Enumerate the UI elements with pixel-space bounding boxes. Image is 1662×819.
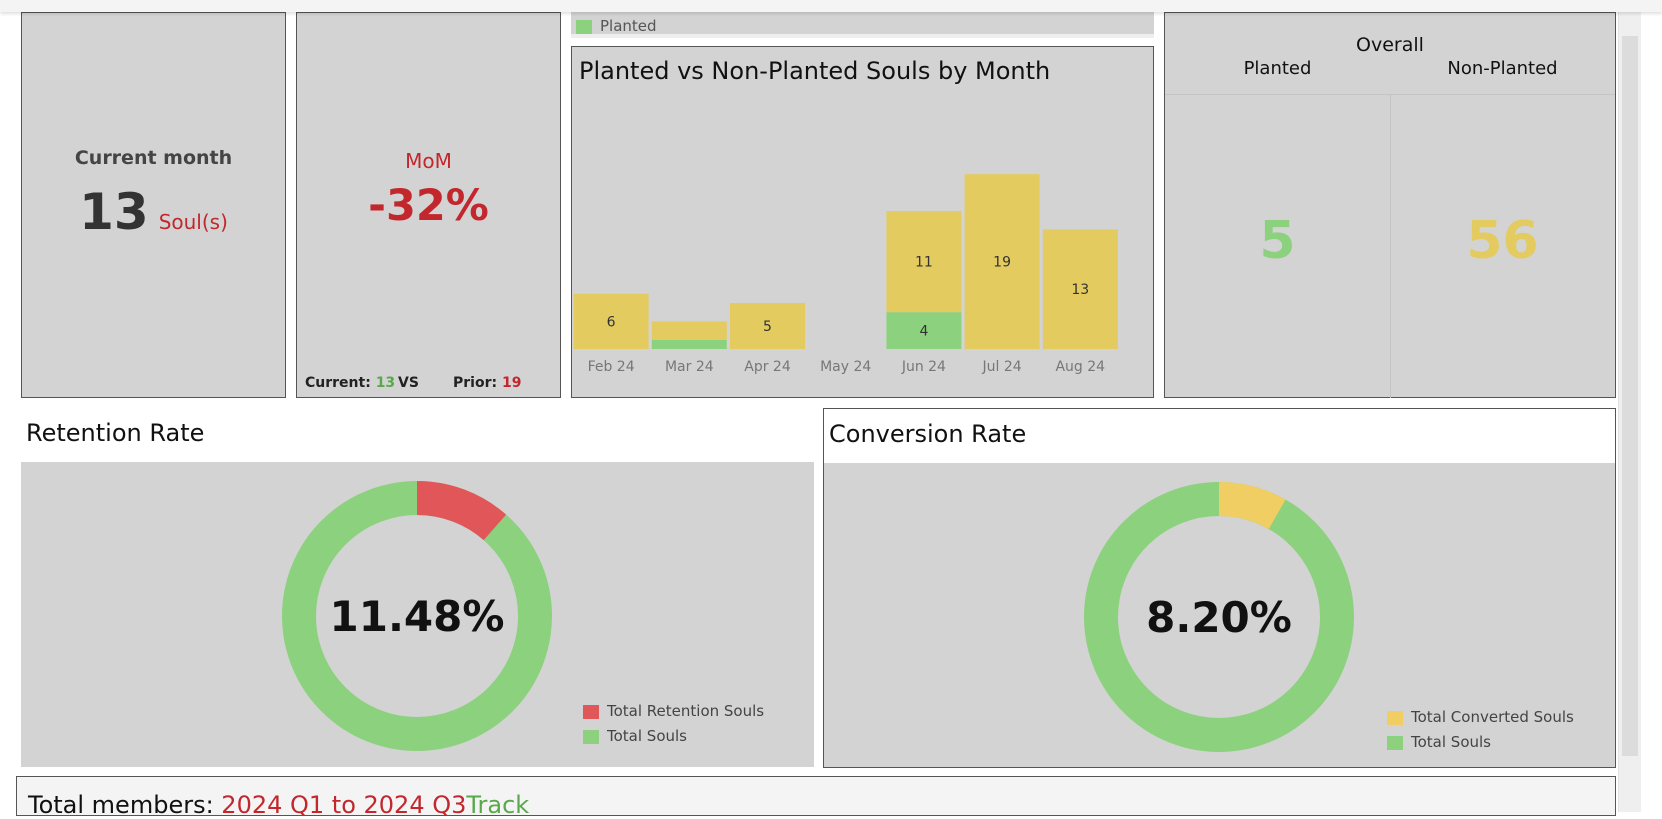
x-tick-label: Mar 24 <box>665 359 714 375</box>
scrollbar-thumb[interactable] <box>1622 36 1638 756</box>
bar-chart-legend: Planted <box>571 12 1154 38</box>
legend-item-converted[interactable]: Total Converted Souls <box>1387 705 1574 730</box>
retention-legend: Total Retention Souls Total Souls <box>583 699 764 749</box>
legend-converted-label: Total Converted Souls <box>1411 708 1574 726</box>
x-tick-label: May 24 <box>820 359 871 375</box>
bar-planted-jun-24[interactable] <box>886 312 962 349</box>
overall-divider <box>1390 94 1391 398</box>
x-tick-label: Apr 24 <box>744 359 791 375</box>
legend-item-retention[interactable]: Total Retention Souls <box>583 699 764 724</box>
converted-swatch <box>1387 710 1403 725</box>
mom-value: -32% <box>368 181 489 231</box>
legend-retention-label: Total Retention Souls <box>607 702 765 720</box>
current-compare-label: Current: <box>305 375 371 391</box>
bar-non-planted-mar-24[interactable] <box>651 321 727 340</box>
overall-non-planted-value: 56 <box>1466 211 1539 271</box>
overall-planted-label: Planted <box>1243 58 1312 79</box>
total-souls-swatch <box>583 729 599 744</box>
bar-chart-title: Planted vs Non-Planted Souls by Month <box>579 57 1051 85</box>
conversion-donut: 8.20% <box>1084 482 1354 752</box>
bar-planted-mar-24[interactable] <box>651 339 727 349</box>
x-tick-label: Aug 24 <box>1055 359 1105 375</box>
bar-data-label: 11 <box>915 255 933 271</box>
legend-item-planted[interactable]: Planted <box>576 17 657 35</box>
bar-data-label: 13 <box>1071 282 1089 298</box>
vs-label: VS <box>398 375 419 391</box>
bar-data-label: 4 <box>919 324 928 340</box>
legend-total-souls-conv-label: Total Souls <box>1411 733 1491 751</box>
bar-non-planted-aug-24[interactable] <box>1042 229 1118 349</box>
bar-data-label: 6 <box>607 314 616 330</box>
retention-swatch <box>583 704 599 719</box>
overall-header: Overall Planted Non-Planted <box>1165 30 1615 95</box>
overall-panel: Overall Planted Non-Planted 5 56 <box>1164 12 1616 398</box>
total-members-range: 2024 Q1 to 2024 Q3 <box>221 791 467 819</box>
retention-title: Retention Rate <box>26 419 205 447</box>
mom-card: MoM -32% Current: 13 VS Prior: 19 <box>296 12 561 398</box>
conversion-section: Conversion Rate 8.20% Total Converted So… <box>823 408 1616 768</box>
x-tick-label: Jun 24 <box>901 359 946 375</box>
current-compare-value: 13 <box>375 375 396 391</box>
bar-non-planted-apr-24[interactable] <box>730 303 805 349</box>
retention-accent-arc[interactable] <box>417 481 507 541</box>
current-month-label: Current month <box>74 147 233 169</box>
bar-non-planted-jun-24[interactable] <box>886 211 962 313</box>
bar-data-label: 5 <box>763 319 772 335</box>
conversion-panel: 8.20% Total Converted Souls Total Souls <box>824 463 1615 767</box>
bar-chart: 6 Feb 24 Mar 24 5 Apr 24 May 24 4 11 Jun 24 19 Jul… <box>573 174 1118 375</box>
bar-data-label: 19 <box>993 255 1011 271</box>
current-month-unit: Soul(s) <box>158 210 228 234</box>
current-compare: Current: 13 <box>305 375 395 391</box>
bar-non-planted-jul-24[interactable] <box>964 174 1040 349</box>
prior-compare-label: Prior: <box>453 375 498 391</box>
conversion-legend: Total Converted Souls Total Souls <box>1387 705 1574 755</box>
overall-title: Overall <box>1356 34 1424 56</box>
conversion-center-value: 8.20% <box>1146 593 1292 642</box>
total-souls-conv-swatch <box>1387 735 1403 750</box>
legend-item-total-souls[interactable]: Total Souls <box>583 724 764 749</box>
overall-non-planted-label: Non-Planted <box>1447 58 1558 79</box>
retention-donut: 11.48% <box>282 481 552 751</box>
legend-total-souls-label: Total Souls <box>607 727 687 745</box>
mom-label: MoM <box>405 149 452 173</box>
retention-panel: 11.48% Total Retention Souls Total Souls <box>21 462 814 767</box>
legend-item-total-souls-conv[interactable]: Total Souls <box>1387 730 1574 755</box>
total-members-title: Total members: 2024 Q1 to 2024 Q3Track <box>28 791 529 819</box>
total-members-label: Total members: <box>28 791 222 819</box>
top-toolbar <box>0 0 1662 12</box>
x-tick-label: Feb 24 <box>588 359 635 375</box>
prior-compare-value: 19 <box>501 375 522 391</box>
current-month-value: 13 <box>79 183 149 241</box>
current-month-value-group: 13 Soul(s) <box>22 183 285 241</box>
legend-planted-label: Planted <box>600 17 657 35</box>
bar-chart-panel: Planted vs Non-Planted Souls by Month 6 F… <box>571 46 1154 398</box>
conversion-title: Conversion Rate <box>829 420 1027 448</box>
overall-planted-value: 5 <box>1259 211 1296 271</box>
track-link[interactable]: Track <box>466 791 530 819</box>
planted-swatch <box>576 19 592 34</box>
x-tick-label: Jul 24 <box>982 359 1022 375</box>
prior-compare: Prior: 19 <box>453 375 521 391</box>
vertical-scrollbar[interactable] <box>1618 12 1641 812</box>
retention-center-value: 11.48% <box>330 592 505 641</box>
current-month-card: Current month 13 Soul(s) <box>21 12 286 398</box>
total-members-panel: Total members: 2024 Q1 to 2024 Q3Track <box>16 776 1616 819</box>
conversion-accent-arc[interactable] <box>1219 482 1286 530</box>
bar-non-planted-feb-24[interactable] <box>573 293 649 349</box>
